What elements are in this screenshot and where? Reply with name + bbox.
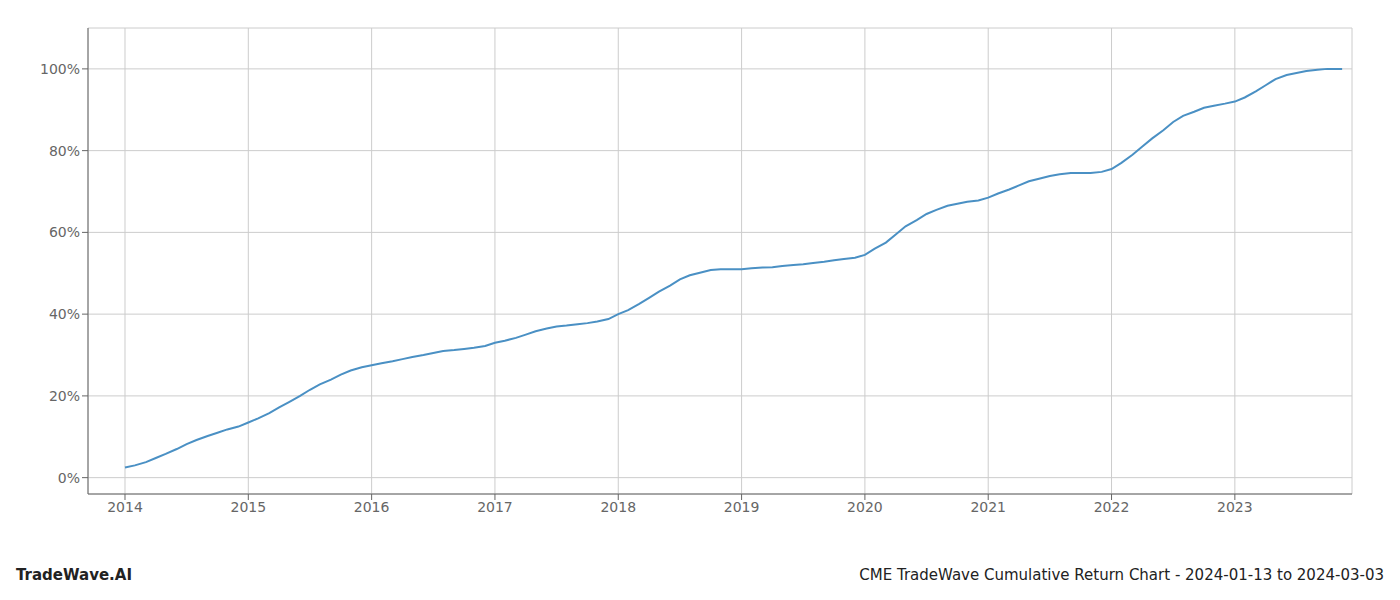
svg-text:2017: 2017	[477, 499, 513, 515]
svg-text:2015: 2015	[230, 499, 266, 515]
svg-text:2020: 2020	[847, 499, 883, 515]
svg-text:20%: 20%	[49, 388, 80, 404]
svg-text:2023: 2023	[1217, 499, 1253, 515]
svg-text:2016: 2016	[354, 499, 390, 515]
svg-text:40%: 40%	[49, 306, 80, 322]
html-text:TradeWave.AI: TradeWave.AI	[16, 566, 132, 584]
html-text:CME TradeWave Cumulative Retur: CME TradeWave Cumulative Return Chart - …	[859, 566, 1384, 584]
svg-text:2018: 2018	[600, 499, 636, 515]
svg-text:2014: 2014	[107, 499, 143, 515]
svg-text:60%: 60%	[49, 224, 80, 240]
svg-text:0%: 0%	[58, 470, 80, 486]
svg-text:2019: 2019	[724, 499, 760, 515]
svg-text:100%: 100%	[40, 61, 80, 77]
svg-text:2021: 2021	[970, 499, 1006, 515]
svg-text:2022: 2022	[1094, 499, 1130, 515]
svg-text:80%: 80%	[49, 143, 80, 159]
